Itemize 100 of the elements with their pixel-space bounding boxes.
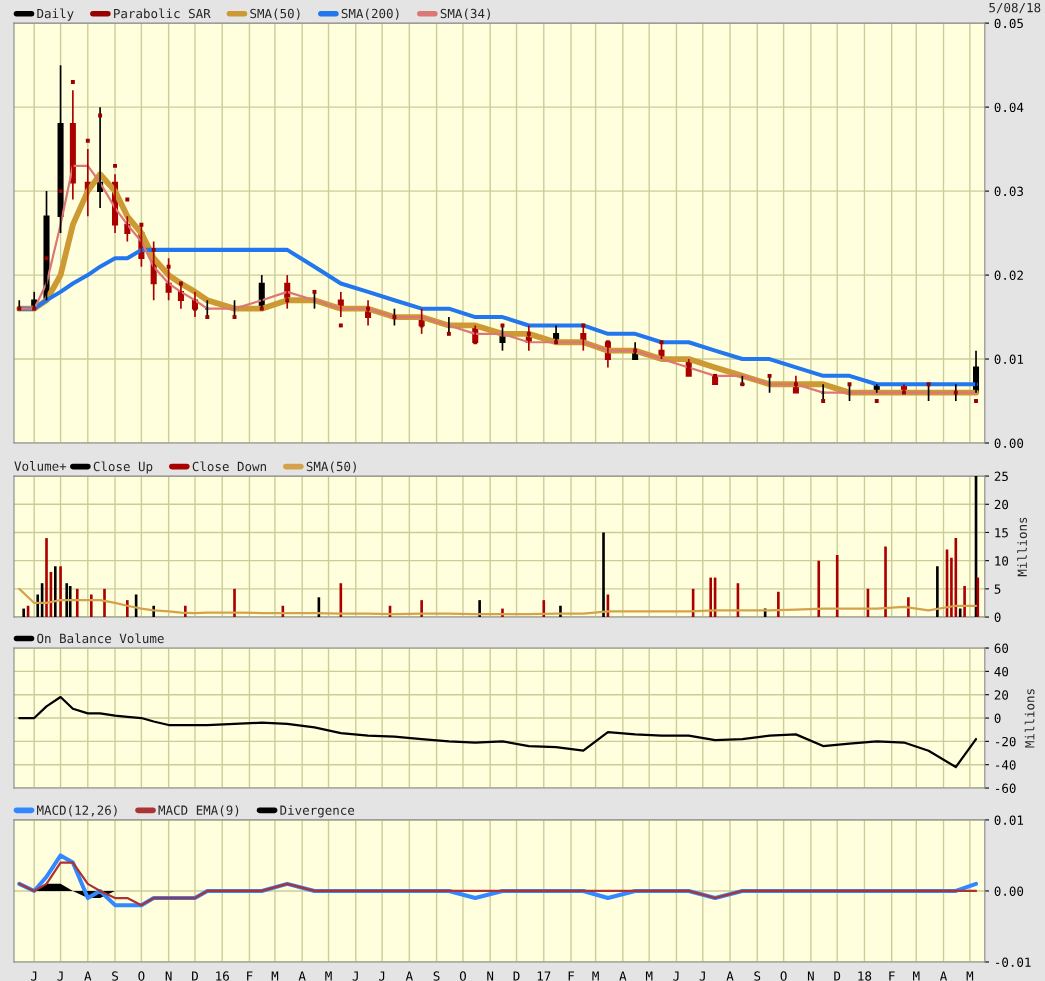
bar — [817, 560, 821, 618]
y-tick-label: 0.02 — [994, 270, 1023, 281]
legend-label: SMA(34) — [440, 8, 490, 20]
x-tick-label: A — [405, 971, 413, 981]
point — [473, 340, 478, 345]
y-tick-label: 0 — [994, 612, 1001, 623]
bar — [976, 577, 980, 618]
point — [259, 306, 264, 311]
point — [793, 382, 798, 387]
legend-label: SMA(50) — [250, 8, 300, 20]
y-tick-label: -60 — [996, 783, 1016, 793]
point — [58, 189, 63, 194]
point — [874, 399, 879, 403]
y-tick-label: 40 — [994, 666, 1009, 677]
point — [193, 306, 197, 311]
bar — [709, 577, 713, 618]
bar — [75, 588, 79, 618]
legend-label: SMA(200) — [341, 8, 399, 20]
x-tick-label: F — [247, 971, 253, 981]
line-series — [18, 587, 978, 616]
x-tick-label: J — [57, 971, 63, 981]
y-tick-label: 0 — [994, 713, 1001, 723]
chart-title: Volume+ — [14, 461, 67, 471]
bar — [936, 566, 939, 618]
y-tick-label: 5 — [994, 584, 1001, 594]
x-tick-label: J — [379, 971, 385, 981]
point — [151, 247, 156, 252]
bar — [22, 608, 25, 618]
y-tick-label: 25 — [994, 471, 1008, 482]
x-tick-label: A — [84, 971, 92, 981]
legend-label: Divergence — [280, 805, 355, 818]
point — [821, 399, 826, 403]
point — [366, 306, 371, 311]
y-tick-label: 15 — [995, 528, 1008, 538]
x-tick-label: A — [939, 971, 948, 981]
point — [338, 323, 343, 328]
legend-label: Close Up — [93, 461, 153, 474]
x-tick-label: M — [271, 971, 279, 981]
y-axis-title: Millions — [1017, 517, 1027, 577]
y-tick-label: 0.03 — [994, 186, 1023, 197]
bar — [68, 586, 72, 618]
y-tick-label: 0.01 — [994, 815, 1024, 825]
bar — [835, 555, 839, 618]
x-tick-label: J — [31, 971, 37, 981]
point — [419, 323, 424, 328]
point — [926, 382, 931, 387]
point — [139, 222, 144, 227]
bar — [954, 538, 958, 618]
x-tick-label: A — [726, 971, 734, 981]
x-tick-label: J — [699, 971, 705, 981]
point — [70, 79, 75, 84]
y-tick-label: 10 — [995, 556, 1009, 566]
x-tick-label: M — [645, 971, 653, 981]
y-tick-label: -20 — [996, 736, 1016, 747]
x-tick-label: 17 — [537, 971, 551, 981]
x-tick-label: S — [433, 971, 440, 981]
bar — [958, 608, 962, 618]
x-tick-label: 16 — [216, 971, 229, 981]
y-tick-label: 20 — [994, 499, 1009, 510]
x-tick-label: O — [138, 971, 145, 981]
point — [32, 306, 37, 311]
x-tick-label: D — [834, 971, 841, 981]
y-tick-label: 0.01 — [994, 354, 1024, 365]
point — [581, 323, 586, 328]
y-axis-title: Millions — [1024, 689, 1035, 748]
x-tick-label: N — [807, 971, 814, 981]
point — [767, 373, 772, 378]
y-tick-label: 0.00 — [994, 438, 1024, 448]
x-tick-label: J — [673, 971, 679, 981]
bar — [65, 583, 69, 618]
bar — [90, 594, 93, 618]
legend-label: MACD(12,26) — [37, 805, 117, 817]
y-tick-label: -40 — [996, 760, 1016, 770]
x-tick-label: J — [352, 971, 358, 981]
x-tick-label: N — [487, 971, 494, 981]
bar — [884, 546, 887, 618]
x-tick-label: A — [298, 971, 306, 981]
point — [974, 399, 978, 403]
bar — [59, 566, 62, 618]
point — [713, 373, 718, 378]
y-tick-label: 0.00 — [994, 886, 1024, 896]
line-series — [18, 695, 978, 769]
point — [446, 331, 451, 336]
point — [285, 298, 290, 303]
legend-label: MACD EMA(9) — [158, 805, 239, 817]
x-tick-label: 18 — [858, 971, 872, 981]
x-tick-label: O — [780, 971, 787, 981]
y-tick-label: 0.04 — [994, 102, 1024, 113]
point — [205, 315, 210, 320]
bar — [53, 566, 57, 618]
x-tick-label: O — [459, 971, 466, 981]
point — [902, 390, 906, 395]
point — [526, 331, 531, 336]
x-tick-label: F — [889, 971, 895, 981]
y-tick-label: 0.05 — [994, 18, 1023, 29]
bar — [963, 586, 966, 618]
legend-label: SMA(50) — [306, 461, 356, 473]
x-tick-label: M — [592, 971, 599, 981]
bar — [777, 591, 780, 618]
point — [113, 163, 117, 168]
